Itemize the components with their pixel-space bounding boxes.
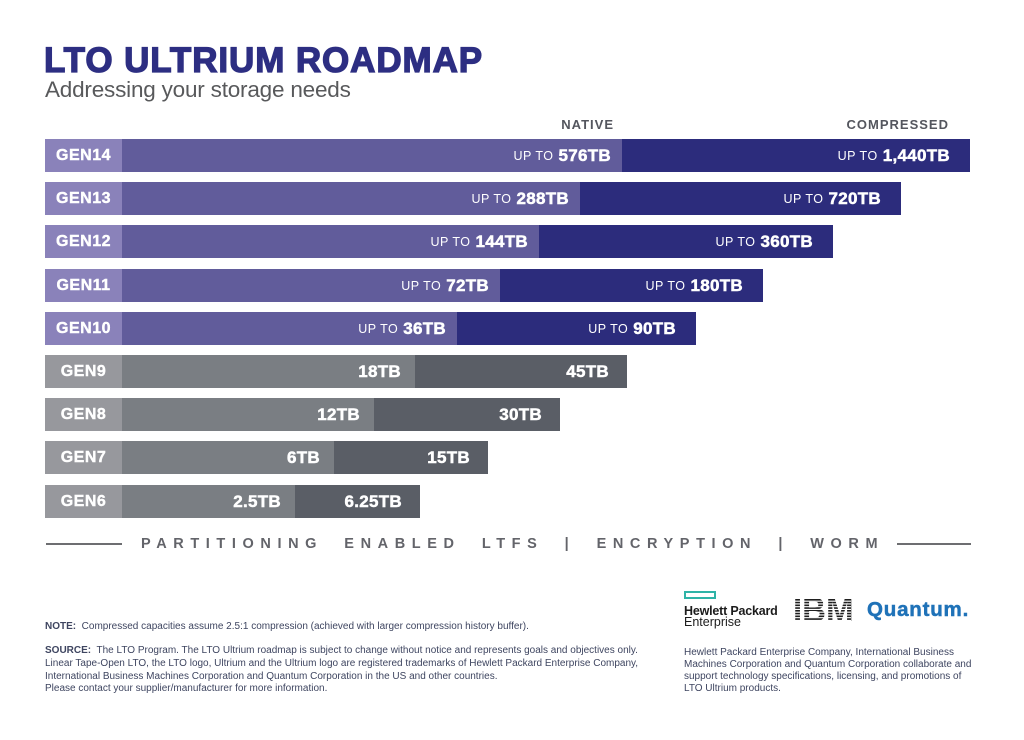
- svg-text:IBM: IBM: [795, 599, 852, 622]
